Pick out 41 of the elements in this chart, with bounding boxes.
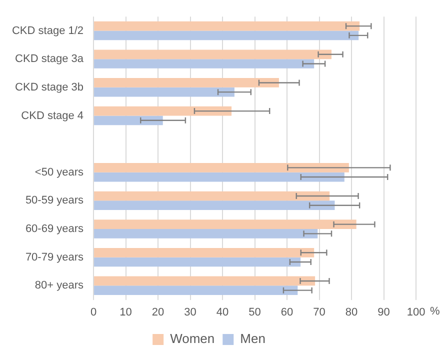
x-tick-label: 30 xyxy=(184,306,196,318)
bar xyxy=(94,172,344,182)
x-tick-label: 0 xyxy=(90,306,97,318)
y-tick-label: 80+ years xyxy=(34,280,84,292)
bar xyxy=(94,229,318,238)
bar xyxy=(94,116,163,126)
x-tick-label: 80 xyxy=(345,306,358,318)
bar xyxy=(94,276,316,286)
legend-label: Women xyxy=(170,331,215,346)
x-axis-title: % xyxy=(430,305,440,318)
bar xyxy=(94,200,335,210)
x-tick-label: 90 xyxy=(378,306,390,318)
legend-label: Men xyxy=(240,331,266,346)
x-tick-label: 70 xyxy=(313,306,326,318)
x-tick-label: 10 xyxy=(120,306,132,318)
y-tick-label: 70-79 years xyxy=(25,251,84,264)
y-tick-label: <50 years xyxy=(34,166,84,178)
bar xyxy=(94,59,314,68)
bar xyxy=(94,78,279,88)
x-tick-label: 100 xyxy=(406,306,426,318)
bar xyxy=(94,257,301,267)
y-tick-label: CKD stage 3b xyxy=(15,81,84,94)
y-tick-label: CKD stage 4 xyxy=(21,110,84,122)
bar xyxy=(94,106,232,116)
y-tick-label: CKD stage 1/2 xyxy=(12,24,84,37)
bar xyxy=(94,21,360,31)
x-tick-label: 60 xyxy=(280,306,294,318)
y-tick-label: 50-59 years xyxy=(25,194,84,207)
bar xyxy=(94,286,298,295)
y-tick-label: 60-69 years xyxy=(25,223,84,236)
bar xyxy=(94,248,314,258)
x-tick-label: 20 xyxy=(152,306,164,318)
x-tick-label: 40 xyxy=(216,306,229,318)
x-tick-label: 50 xyxy=(248,306,261,318)
bar xyxy=(94,50,332,60)
bar xyxy=(94,87,234,97)
y-tick-label: CKD stage 3a xyxy=(15,53,84,66)
bar xyxy=(94,30,359,40)
bar xyxy=(94,220,356,229)
bar xyxy=(94,163,349,172)
bar xyxy=(94,191,330,201)
